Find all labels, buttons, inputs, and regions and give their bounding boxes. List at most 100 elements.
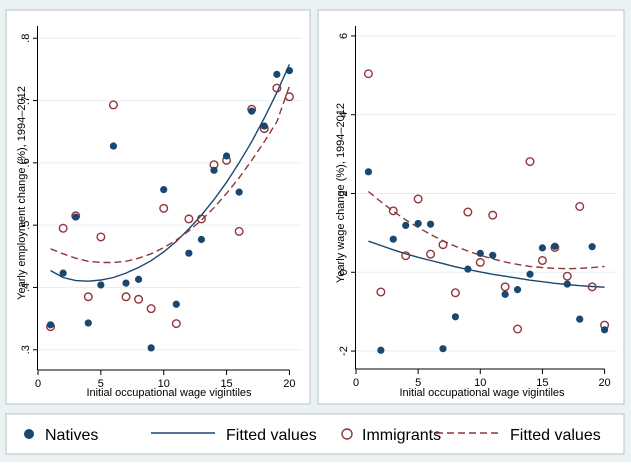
left-x-tick-label: 10 bbox=[158, 378, 170, 390]
left-x-tick-label: 15 bbox=[220, 378, 232, 390]
left-y-tick-label: .8 bbox=[20, 34, 32, 43]
right-point-natives bbox=[538, 244, 547, 252]
right-x-tick-label: 5 bbox=[415, 377, 421, 389]
right-y-tick-label: 4 bbox=[338, 112, 350, 118]
left-fitted-line-natives bbox=[50, 64, 291, 282]
left-point-natives bbox=[260, 122, 268, 130]
left-point-immigrants bbox=[272, 83, 282, 93]
panel-left-employment: .3 .4 .5 .6 .7 .8 0 5 10 15 20 Initial occupationa… bbox=[5, 9, 311, 405]
right-point-natives bbox=[588, 243, 596, 251]
left-point-natives bbox=[197, 235, 206, 244]
right-point-immigrants bbox=[537, 255, 547, 265]
right-x-tick-label: 20 bbox=[598, 377, 610, 389]
left-y-axis-label: Yearly employment change (%), 1994–2012 bbox=[16, 86, 28, 300]
right-point-immigrants bbox=[587, 282, 597, 292]
right-point-immigrants bbox=[413, 194, 423, 204]
left-fitted-line-immigrants bbox=[50, 85, 291, 264]
right-y-tick-label: 0 bbox=[338, 269, 350, 275]
left-point-immigrants bbox=[159, 203, 169, 213]
left-point-natives bbox=[172, 300, 180, 308]
right-y-tick-label: -2 bbox=[338, 346, 350, 356]
legend: Natives Fitted values Immigrants Fitted … bbox=[5, 413, 625, 455]
right-point-natives bbox=[600, 326, 609, 334]
left-point-immigrants bbox=[171, 319, 181, 329]
right-point-natives bbox=[426, 220, 435, 228]
left-point-natives bbox=[235, 188, 243, 196]
left-point-natives bbox=[185, 249, 193, 257]
left-y-tick-label: .4 bbox=[20, 283, 32, 292]
left-point-natives bbox=[222, 152, 231, 160]
left-point-natives bbox=[97, 281, 105, 289]
right-point-immigrants bbox=[525, 157, 535, 167]
panel-left-frame bbox=[5, 9, 311, 405]
right-point-immigrants bbox=[426, 249, 436, 259]
right-point-immigrants bbox=[376, 287, 386, 297]
right-x-axis-label: Initial occupational wage vigintiles bbox=[399, 387, 565, 399]
panel-right-grid bbox=[356, 35, 617, 352]
right-fitted-line-immigrants bbox=[367, 190, 605, 270]
left-point-immigrants bbox=[134, 294, 144, 304]
left-point-immigrants bbox=[108, 100, 118, 110]
legend-fit-solid-label: Fitted values bbox=[226, 427, 317, 444]
left-point-natives bbox=[134, 275, 143, 283]
left-point-immigrants bbox=[58, 223, 68, 233]
right-point-immigrants bbox=[475, 257, 485, 267]
right-point-natives bbox=[563, 280, 571, 288]
left-y-tick-label: .5 bbox=[20, 221, 32, 230]
right-point-natives bbox=[551, 242, 559, 250]
legend-natives-marker bbox=[24, 429, 34, 439]
right-point-natives bbox=[489, 251, 497, 259]
left-point-natives bbox=[248, 107, 256, 115]
left-point-immigrants bbox=[96, 232, 106, 242]
panel-right-frame bbox=[317, 9, 625, 405]
left-point-natives bbox=[72, 213, 80, 221]
right-y-tick-label: 2 bbox=[338, 190, 350, 196]
right-x-tick-label: 10 bbox=[474, 377, 486, 389]
right-point-immigrants bbox=[363, 69, 373, 79]
left-x-tick-label: 20 bbox=[283, 378, 295, 390]
right-point-natives bbox=[402, 221, 410, 230]
right-point-natives bbox=[513, 286, 522, 294]
left-point-natives bbox=[160, 186, 168, 194]
left-point-natives bbox=[122, 279, 130, 287]
left-y-tick-label: .6 bbox=[20, 158, 32, 167]
left-point-natives bbox=[210, 166, 218, 174]
left-point-immigrants bbox=[284, 92, 294, 102]
right-point-immigrants bbox=[438, 240, 448, 250]
panel-left-points bbox=[46, 67, 294, 352]
left-x-tick-label: 0 bbox=[35, 378, 41, 390]
left-point-natives bbox=[84, 319, 92, 327]
right-point-immigrants bbox=[463, 207, 473, 217]
right-point-natives bbox=[476, 249, 484, 257]
panel-right-points bbox=[363, 69, 610, 354]
panel-left-axes: .3 .4 .5 .6 .7 .8 0 5 10 15 20 bbox=[20, 26, 296, 390]
left-point-immigrants bbox=[184, 214, 194, 224]
left-point-natives bbox=[109, 142, 118, 150]
right-point-natives bbox=[576, 315, 584, 323]
left-point-natives bbox=[59, 269, 67, 277]
right-point-immigrants bbox=[500, 282, 510, 292]
left-point-immigrants bbox=[146, 304, 156, 314]
left-x-tick-label: 5 bbox=[98, 378, 104, 390]
right-point-natives bbox=[464, 265, 472, 273]
right-point-immigrants bbox=[513, 324, 523, 334]
legend-natives-label: Natives bbox=[45, 427, 98, 444]
left-point-immigrants bbox=[196, 214, 206, 224]
legend-immigrants-label: Immigrants bbox=[362, 427, 441, 444]
right-point-immigrants bbox=[488, 210, 498, 220]
right-point-natives bbox=[439, 345, 447, 353]
right-y-tick-label: 6 bbox=[338, 33, 350, 39]
right-x-tick-label: 0 bbox=[353, 377, 359, 389]
right-point-natives bbox=[501, 290, 509, 298]
right-point-natives bbox=[377, 346, 385, 354]
left-y-tick-label: .7 bbox=[20, 96, 32, 105]
right-point-immigrants bbox=[401, 251, 411, 261]
right-point-natives bbox=[526, 270, 534, 278]
right-point-natives bbox=[414, 219, 422, 228]
legend-immigrants-marker bbox=[341, 428, 353, 440]
right-point-immigrants bbox=[575, 201, 585, 211]
panel-right-axes: -2 0 2 4 6 0 5 10 15 20 bbox=[338, 26, 611, 389]
panel-right-wage: -2 0 2 4 6 0 5 10 15 20 Initial occupational wage… bbox=[317, 9, 625, 405]
right-y-axis-label: Yearly wage change (%), 1994–2012 bbox=[335, 103, 347, 283]
